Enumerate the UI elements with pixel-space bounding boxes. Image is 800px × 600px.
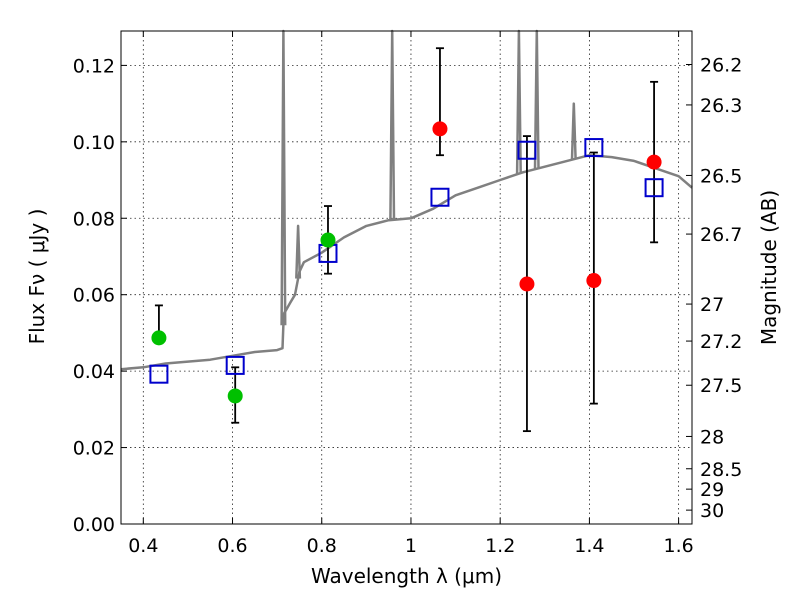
model-box xyxy=(430,187,450,207)
y-tick-label: 0.00 xyxy=(73,514,115,536)
magnitude-tick-label: 27.5 xyxy=(700,375,742,397)
grid-lines xyxy=(121,31,692,525)
y-axis-label: Flux Fν ( μJy ) xyxy=(25,209,49,345)
model-box xyxy=(644,178,664,198)
emission-line xyxy=(280,29,287,326)
x-tick-label: 1.2 xyxy=(485,535,515,557)
tick-labels: 0.4 0.6 0.8 1 1.2 1.4 1.6 0.00 0.02 0.04 0.06 0.08 0… xyxy=(73,55,743,557)
y-tick-label: 0.12 xyxy=(73,55,115,77)
model-box xyxy=(517,140,537,160)
model-box xyxy=(225,355,245,375)
emission-line xyxy=(389,29,396,220)
magnitude-tick-label: 26.5 xyxy=(700,165,742,187)
magnitude-tick-label: 26.3 xyxy=(700,95,742,117)
data-point-red xyxy=(432,121,448,137)
x-axis-label: Wavelength λ (μm) xyxy=(311,564,502,588)
x-tick-label: 0.8 xyxy=(307,535,337,557)
magnitude-tick-label: 26.2 xyxy=(700,55,742,77)
data-point-red xyxy=(586,273,602,289)
y-tick-label: 0.06 xyxy=(73,285,115,307)
magnitude-tick-label: 27 xyxy=(700,294,724,316)
sed-curve xyxy=(120,153,693,371)
y-tick-label: 0.10 xyxy=(73,132,115,154)
magnitude-tick-label: 30 xyxy=(700,500,724,522)
magnitude-tick-label: 29 xyxy=(700,479,724,501)
magnitude-tick-label: 28 xyxy=(700,426,724,448)
right-axis-label: Magnitude (AB) xyxy=(757,190,781,345)
sed-model-curve xyxy=(120,29,693,371)
emission-line xyxy=(570,102,577,160)
data-point-red xyxy=(646,154,662,170)
magnitude-tick-label: 27.2 xyxy=(700,331,742,353)
axis-ticks xyxy=(121,31,692,525)
model-photometry-boxes xyxy=(149,138,664,384)
y-tick-label: 0.08 xyxy=(73,208,115,230)
magnitude-tick-label: 26.7 xyxy=(700,224,742,246)
y-tick-label: 0.02 xyxy=(73,438,115,460)
magnitude-tick-label: 28.5 xyxy=(700,459,742,481)
data-point-red xyxy=(519,276,535,292)
model-box xyxy=(584,138,604,158)
x-tick-label: 1.4 xyxy=(574,535,604,557)
x-tick-label: 0.6 xyxy=(217,535,247,557)
model-box xyxy=(149,364,169,384)
data-point-green xyxy=(227,388,243,404)
data-point-green xyxy=(151,330,167,346)
x-tick-label: 1 xyxy=(405,535,417,557)
emission-line xyxy=(295,224,302,279)
plot-frame xyxy=(120,30,693,525)
observed-points xyxy=(151,121,662,404)
data-point-green xyxy=(320,232,336,248)
y-tick-label: 0.04 xyxy=(73,361,115,383)
x-tick-label: 0.4 xyxy=(128,535,158,557)
x-tick-label: 1.6 xyxy=(664,535,694,557)
